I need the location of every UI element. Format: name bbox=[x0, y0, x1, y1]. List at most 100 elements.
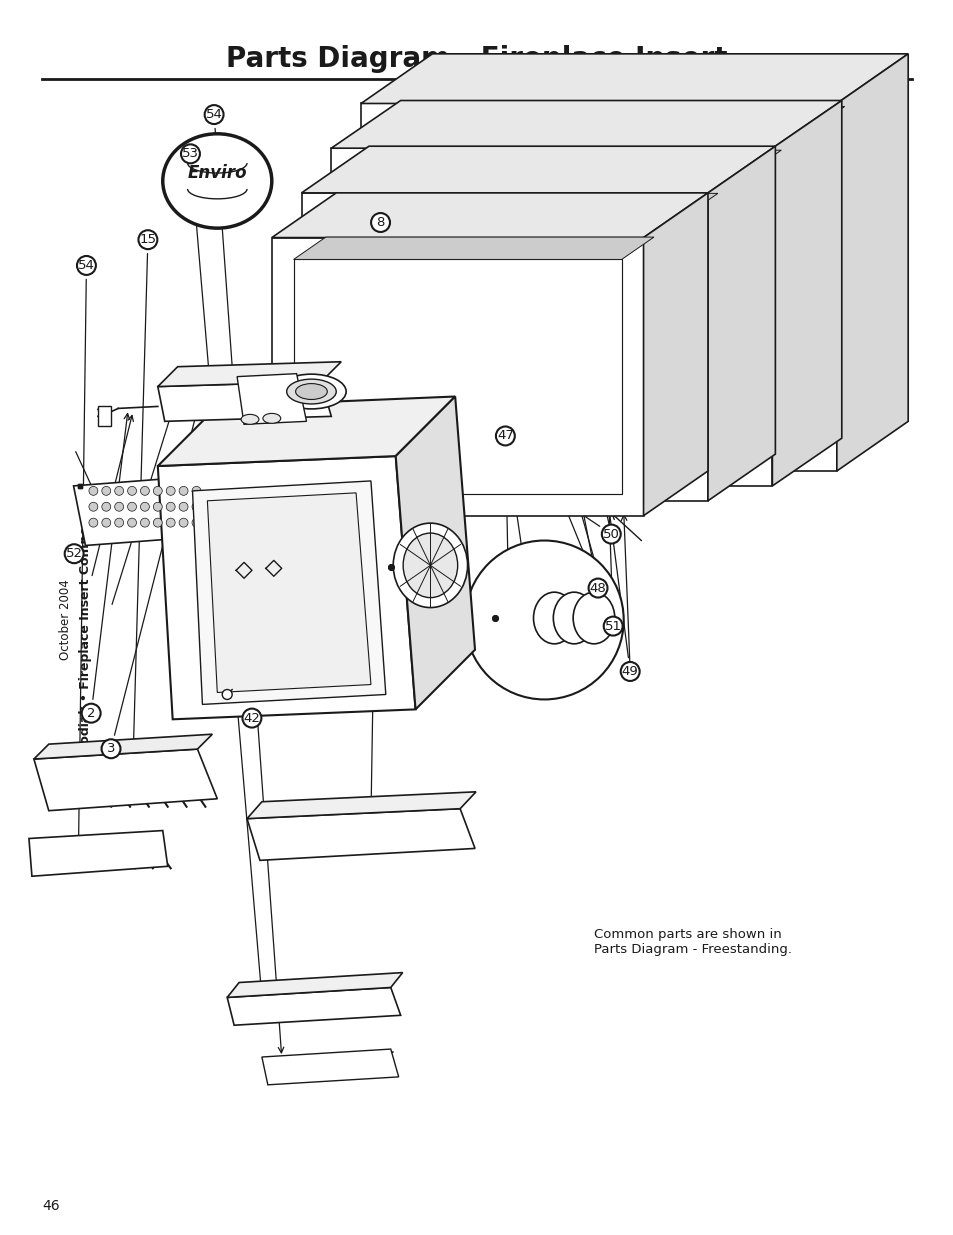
Circle shape bbox=[166, 487, 175, 495]
Circle shape bbox=[89, 487, 98, 495]
Polygon shape bbox=[294, 237, 653, 259]
Ellipse shape bbox=[276, 374, 346, 409]
Polygon shape bbox=[389, 106, 843, 131]
Text: 52: 52 bbox=[66, 547, 83, 561]
Circle shape bbox=[588, 578, 607, 598]
Polygon shape bbox=[356, 174, 746, 461]
Circle shape bbox=[138, 230, 157, 249]
Polygon shape bbox=[247, 792, 476, 819]
Text: 49: 49 bbox=[621, 664, 638, 678]
Polygon shape bbox=[272, 237, 643, 516]
Circle shape bbox=[601, 525, 620, 543]
Polygon shape bbox=[98, 406, 112, 426]
Polygon shape bbox=[643, 193, 707, 516]
Circle shape bbox=[166, 519, 175, 527]
Circle shape bbox=[153, 519, 162, 527]
Circle shape bbox=[371, 214, 390, 232]
Polygon shape bbox=[389, 131, 808, 443]
Circle shape bbox=[128, 503, 136, 511]
Circle shape bbox=[603, 616, 622, 636]
Polygon shape bbox=[772, 100, 841, 485]
Circle shape bbox=[465, 541, 623, 699]
Circle shape bbox=[82, 704, 100, 722]
Ellipse shape bbox=[403, 534, 457, 598]
Circle shape bbox=[128, 519, 136, 527]
Circle shape bbox=[242, 709, 261, 727]
Polygon shape bbox=[227, 973, 402, 998]
Polygon shape bbox=[836, 54, 907, 471]
Text: 42: 42 bbox=[243, 711, 260, 725]
Ellipse shape bbox=[263, 414, 280, 424]
Polygon shape bbox=[301, 193, 707, 501]
Circle shape bbox=[102, 487, 111, 495]
Circle shape bbox=[101, 740, 120, 758]
Text: 54: 54 bbox=[206, 109, 222, 121]
Circle shape bbox=[89, 503, 98, 511]
Text: 2: 2 bbox=[87, 706, 95, 720]
Circle shape bbox=[153, 503, 162, 511]
Polygon shape bbox=[360, 104, 836, 471]
Ellipse shape bbox=[393, 524, 467, 608]
Circle shape bbox=[179, 503, 188, 511]
Text: Common parts are shown in
Parts Diagram - Freestanding.: Common parts are shown in Parts Diagram … bbox=[594, 927, 791, 956]
Polygon shape bbox=[73, 475, 217, 546]
Circle shape bbox=[153, 487, 162, 495]
Circle shape bbox=[102, 519, 111, 527]
Polygon shape bbox=[262, 1049, 398, 1084]
Polygon shape bbox=[157, 456, 416, 719]
Circle shape bbox=[179, 519, 188, 527]
Text: Enviro: Enviro bbox=[188, 164, 247, 182]
Text: 3: 3 bbox=[107, 742, 115, 756]
Polygon shape bbox=[360, 54, 907, 104]
Polygon shape bbox=[294, 259, 621, 494]
Circle shape bbox=[192, 487, 201, 495]
Polygon shape bbox=[227, 988, 400, 1025]
Ellipse shape bbox=[295, 384, 327, 399]
Polygon shape bbox=[325, 216, 683, 477]
Polygon shape bbox=[29, 831, 168, 877]
Circle shape bbox=[179, 487, 188, 495]
Circle shape bbox=[181, 144, 200, 163]
Polygon shape bbox=[247, 809, 475, 861]
Circle shape bbox=[166, 503, 175, 511]
Circle shape bbox=[114, 503, 124, 511]
Polygon shape bbox=[157, 396, 455, 466]
Polygon shape bbox=[207, 493, 371, 693]
Polygon shape bbox=[157, 362, 341, 387]
Polygon shape bbox=[193, 480, 385, 704]
Circle shape bbox=[77, 256, 96, 275]
Text: Parts Diagram - Fireplace Insert: Parts Diagram - Fireplace Insert bbox=[226, 44, 727, 73]
Polygon shape bbox=[237, 374, 306, 425]
Polygon shape bbox=[331, 100, 841, 148]
Ellipse shape bbox=[553, 592, 595, 643]
Polygon shape bbox=[356, 151, 781, 174]
Polygon shape bbox=[34, 750, 217, 810]
Circle shape bbox=[89, 519, 98, 527]
Text: October 2004: October 2004 bbox=[59, 579, 72, 661]
Circle shape bbox=[140, 519, 150, 527]
Circle shape bbox=[114, 487, 124, 495]
Polygon shape bbox=[325, 194, 717, 216]
Polygon shape bbox=[272, 193, 707, 237]
Circle shape bbox=[496, 426, 515, 446]
Circle shape bbox=[65, 545, 84, 563]
Ellipse shape bbox=[163, 133, 272, 228]
Text: Kodiak • Fireplace Insert Components: Kodiak • Fireplace Insert Components bbox=[79, 487, 91, 753]
Text: 46: 46 bbox=[42, 1199, 59, 1213]
Circle shape bbox=[192, 503, 201, 511]
Text: 50: 50 bbox=[602, 527, 619, 541]
Circle shape bbox=[114, 519, 124, 527]
Text: 15: 15 bbox=[139, 233, 156, 246]
Circle shape bbox=[140, 503, 150, 511]
Text: 8: 8 bbox=[376, 216, 384, 228]
Text: 47: 47 bbox=[497, 430, 514, 442]
Polygon shape bbox=[395, 396, 475, 709]
Text: 48: 48 bbox=[589, 582, 606, 594]
Ellipse shape bbox=[533, 592, 575, 643]
Circle shape bbox=[192, 519, 201, 527]
Ellipse shape bbox=[573, 592, 614, 643]
Circle shape bbox=[222, 689, 232, 699]
Ellipse shape bbox=[287, 379, 335, 404]
Polygon shape bbox=[707, 146, 775, 501]
Circle shape bbox=[205, 105, 223, 124]
